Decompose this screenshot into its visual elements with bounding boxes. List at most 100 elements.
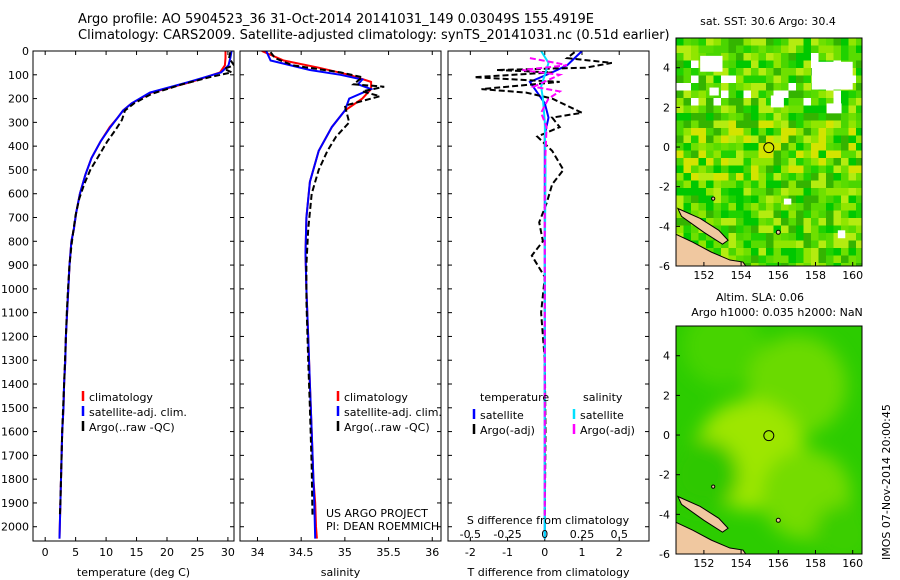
sst-cell [758,60,767,69]
sst-cell [683,75,692,84]
sst-cell [698,210,707,219]
sla-blob [676,439,739,510]
sst-cell [751,210,759,219]
sst-cell [758,233,767,241]
sst-cell [848,135,857,144]
sst-cell [721,180,729,189]
sst-cell [713,75,722,84]
sst-cell [766,135,774,144]
sst-cell [803,150,812,159]
sst-cell [848,113,857,121]
sst-cell [781,143,789,151]
x-tick-label: 0 [541,546,548,559]
sst-cell [803,255,812,264]
sst-cell [781,218,789,226]
sst-cell [736,128,744,136]
sst-cell [706,233,714,241]
map-y-tick-label: 0 [663,429,670,442]
x-tick-label: 15 [130,546,144,559]
sst-cell [751,75,759,84]
sst-cell [751,195,759,204]
sst-cell [743,105,752,114]
sst-cell [856,105,862,114]
sst-cell [811,240,819,249]
sst-cell [833,210,842,219]
legend-label: Argo(-adj) [580,424,635,437]
sst-cell [856,128,862,136]
sst-cell [758,45,767,54]
sst-cell [758,210,767,219]
sst-cell [788,113,797,121]
sst-cell [833,188,842,196]
sst-cell [818,180,827,189]
land-group [676,196,781,266]
sst-cell [736,120,744,129]
sst-cell [736,158,744,166]
sst-cell [713,188,722,196]
sst-cell [788,53,797,61]
sst-cell [691,143,699,151]
land-group [676,484,781,554]
series-line-satadj [58,51,233,539]
sst-cell [788,188,797,196]
sst-cell [736,255,744,264]
sst-cell [856,225,862,234]
sst-cell [751,68,759,76]
sst-cell [803,75,812,84]
sst-cell [728,83,737,91]
sst-cell [721,68,729,76]
sst-cell [781,105,789,114]
sst-cell [721,75,729,84]
sst-cell [848,120,857,129]
sst-cell [721,203,729,211]
sst-cell [803,105,812,114]
sst-cell [728,68,737,76]
sst-cell [803,218,812,226]
sst-cell [736,68,744,76]
sst-cell [683,53,692,61]
sst-cell [758,68,767,76]
x-axis-label: temperature (deg C) [77,566,190,579]
sst-cell [691,60,699,69]
sst-cell [743,75,752,84]
sla-blob [813,504,862,554]
sst-cell [773,113,782,121]
sst-cell [773,128,782,136]
sst-cell [788,143,797,151]
sst-cell [788,218,797,226]
map-x-tick-label: 160 [842,557,863,570]
map-title: Altim. SLA: 0.06 [716,291,804,304]
sst-cell [826,188,834,196]
sst-cell [788,240,797,249]
map-x-tick-label: 158 [805,557,826,570]
sst-cell [818,38,827,46]
legend-label: satellite-adj. clim. [89,406,187,419]
sst-cell [698,195,707,204]
sst-cell [758,135,767,144]
sst-cell [818,263,827,266]
sst-cell [751,105,759,114]
sst-cell [728,158,737,166]
sst-cell [818,248,827,256]
sst-cell [818,143,827,151]
sst-cell [826,180,834,189]
sst-cell [766,195,774,204]
sst-cell [691,135,699,144]
sst-cell [811,158,819,166]
depth-tick-label: 1500 [1,402,29,415]
sst-cell [728,135,737,144]
sst-cell [758,188,767,196]
cloud-gap [700,55,723,72]
sst-cell [796,83,804,91]
map-title: sat. SST: 30.6 Argo: 30.4 [700,15,836,28]
sst-cell [743,60,752,69]
x-tick-label: 36 [425,546,439,559]
legend-label: Argo(..raw -QC) [344,421,430,434]
map-y-tick-label: -2 [659,181,670,194]
sst-cell [736,218,744,226]
sst-cell [833,135,842,144]
sst-cell [728,60,737,69]
cloud-gap [811,61,853,90]
annotation-line: PI: DEAN ROEMMICH [326,520,439,533]
